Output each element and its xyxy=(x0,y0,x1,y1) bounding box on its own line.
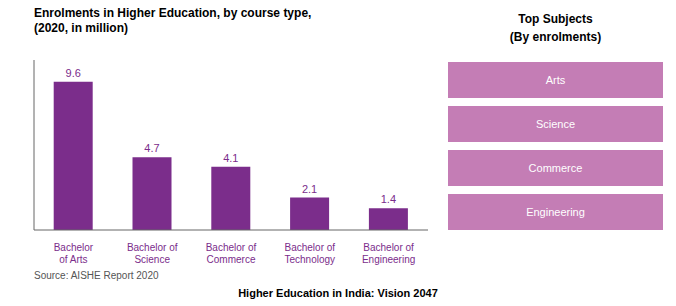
html-text:Engineering: Engineering xyxy=(526,206,585,218)
html-text:Arts: Arts xyxy=(545,74,566,86)
svg-text:Bachelor ofEngineering: Bachelor ofEngineering xyxy=(362,242,415,265)
svg-text:Bachelor ofCommerce: Bachelor ofCommerce xyxy=(206,242,257,265)
svg-text:9.6: 9.6 xyxy=(66,67,81,79)
svg-text:2.1: 2.1 xyxy=(302,183,317,195)
html-text:(2020, in million): (2020, in million) xyxy=(34,21,128,35)
html-text:Commerce: Commerce xyxy=(528,162,583,174)
html-text:(By enrolments): (By enrolments) xyxy=(509,30,602,44)
html-text:Source: AISHE Report 2020: Source: AISHE Report 2020 xyxy=(34,270,159,281)
svg-text:4.1: 4.1 xyxy=(223,152,238,164)
svg-text:4.7: 4.7 xyxy=(144,142,159,154)
html-text:Science: Science xyxy=(535,118,576,130)
svg-text:Bachelor ofTechnology: Bachelor ofTechnology xyxy=(285,242,336,265)
svg-text:1.4: 1.4 xyxy=(381,193,396,205)
svg-text:Bachelorof Arts: Bachelorof Arts xyxy=(54,242,94,265)
html-text:Enrolments in Higher Education: Enrolments in Higher Education, by cours… xyxy=(34,6,312,20)
html-text:Top Subjects: Top Subjects xyxy=(518,12,593,26)
svg-text:Bachelor ofScience: Bachelor ofScience xyxy=(127,242,178,265)
html-text:Higher Education in India: Vis: Higher Education in India: Vision 2047 xyxy=(238,287,438,299)
